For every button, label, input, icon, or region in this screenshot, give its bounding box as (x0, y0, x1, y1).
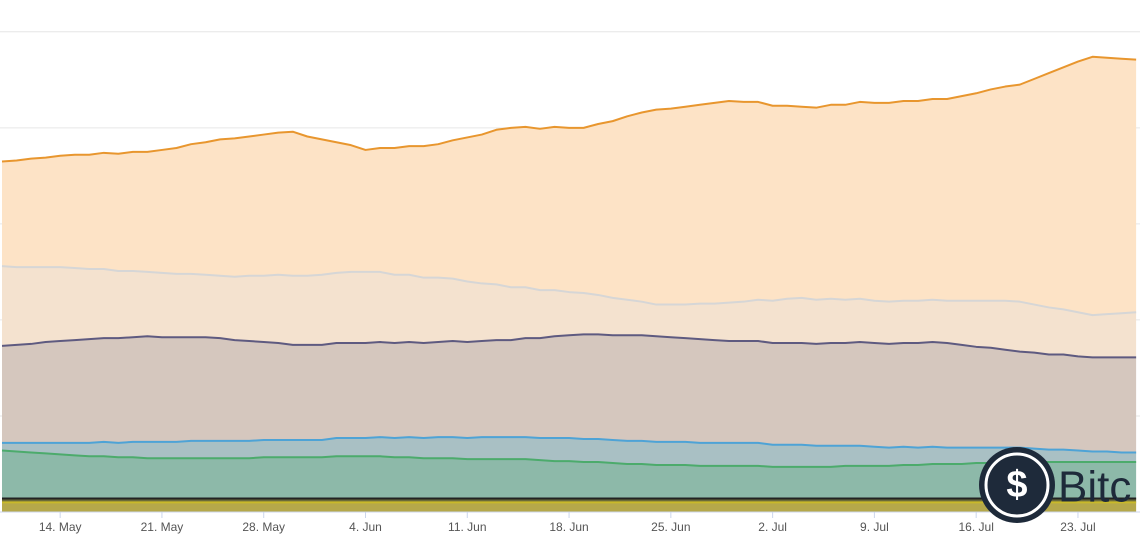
x-tick-label: 4. Jun (349, 520, 382, 534)
x-tick-label: 21. May (141, 520, 184, 534)
logo-circle (979, 447, 1055, 523)
x-tick-label: 14. May (39, 520, 82, 534)
area (2, 266, 1137, 358)
series-line (1, 333, 1137, 359)
x-tick-label: 11. Jun (448, 520, 486, 534)
series-line (1, 55, 1137, 163)
area (2, 437, 1137, 467)
area (2, 334, 1137, 453)
series-line (1, 265, 1137, 317)
area (2, 56, 1137, 316)
x-tick-label: 28. May (242, 520, 285, 534)
x-tick-label: 16. Jul (959, 520, 994, 534)
area (2, 502, 1137, 512)
plot: 14. May 21. May 28. May 4. Jun 11. Jun 18. Ju… (0, 31, 1140, 534)
x-tick-label: 2. Jul (758, 520, 787, 534)
series-line (2, 436, 1137, 454)
logo-symbol: $ (1006, 464, 1027, 506)
series-line (1, 449, 1137, 468)
watermark-logo: $ (979, 447, 1055, 523)
area (2, 450, 1137, 499)
x-tick-label: 25. Jun (651, 520, 690, 534)
x-tick-label: 9. Jul (860, 520, 889, 534)
x-tick-label: 18. Jun (549, 520, 588, 534)
x-tick-label: 23. Jul (1060, 520, 1095, 534)
watermark-text: Bitc (1058, 463, 1131, 512)
logo-ring (984, 452, 1050, 518)
